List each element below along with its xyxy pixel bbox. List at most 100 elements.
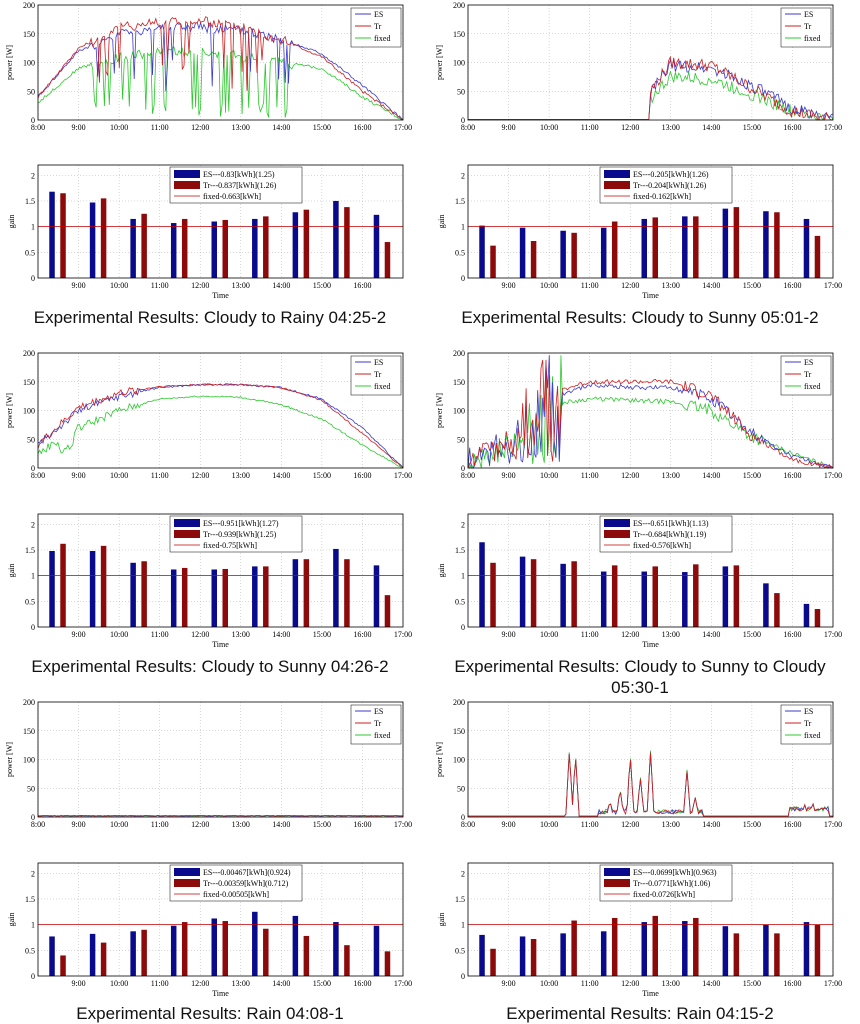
bar-tr [530,939,537,976]
y-tick-label: 50 [27,784,35,793]
plot-frame [467,513,834,628]
bar-tr [303,935,310,976]
x-tick-label: 14:00 [272,281,290,290]
series-line-es [37,383,404,469]
y-tick-label: 1.5 [455,197,465,206]
bar-es [130,931,136,976]
bar-es [252,218,258,278]
x-tick-label: 9:00 [71,820,85,829]
power-chart-svg: 8:00 9:00 10:00 11:00 12:00 13:00 14:00 15:00 16… [5,1,412,132]
legend-swatch [174,868,200,876]
x-tick-label: 17:00 [394,123,412,132]
y-tick-label: 200 [23,1,35,10]
x-tick-label: 11:00 [151,281,169,290]
bar-tr [733,207,740,278]
x-tick-label: 13:00 [662,123,680,132]
bar-tr [303,209,310,278]
bar-tr [814,609,821,627]
plot-frame [37,164,404,279]
x-tick-label: 15:00 [743,471,761,480]
x-tick-label: 12:00 [621,630,639,639]
bar-es [519,936,526,976]
bar-tr [611,221,618,278]
power-chart-cloudy-sunny-0426: 8:00 9:00 10:00 11:00 12:00 13:00 14:00 15:00 16… [0,348,420,483]
bar-tr [611,917,618,976]
bar-tr [181,922,188,976]
x-tick-label: 9:00 [501,123,515,132]
x-tick-label: 11:00 [151,471,169,480]
bar-es [519,227,526,278]
series-line-tr [37,383,404,468]
y-tick-label: 150 [23,727,35,736]
bar-tr [141,213,147,278]
x-tick-label: 8:00 [31,123,45,132]
bar-es [211,221,217,278]
legend-label: ES [804,358,813,367]
x-axis-label: Time [212,291,229,300]
y-tick-label: 0 [31,274,35,283]
bar-tr [530,241,537,278]
legend-label: fixed-0.576[kWh] [633,541,691,550]
x-tick-label: 12:00 [191,471,209,480]
power-chart-cloudy-sunny-0501: 8:00 9:00 10:00 11:00 12:00 13:00 14:00 15:00 16… [430,0,850,135]
plot-frame [467,862,834,977]
y-tick-label: 150 [453,30,465,39]
x-tick-label: 13:00 [232,281,250,290]
bar-es [641,571,647,627]
bar-tr [344,945,350,976]
y-axis-label: gain [7,564,16,578]
x-tick-label: 15:00 [313,820,331,829]
bar-tr [263,216,269,278]
y-tick-label: 100 [453,59,465,68]
power-chart-svg: 8:00 9:00 10:00 11:00 12:00 13:00 14:00 15:00 16… [5,698,412,829]
bar-es [292,559,299,627]
series-line-tr [37,814,404,817]
bar-tr [693,216,699,278]
legend-label: Tr---0.0771[kWh](1.06) [633,879,711,888]
y-tick-label: 1.5 [25,895,35,904]
y-tick-label: 1.5 [25,197,35,206]
legend: ES---0.205[kWh](1.26) Tr---0.204[kWh](1.2… [599,166,733,204]
y-tick-label: 0 [461,623,465,632]
legend-label: ES---0.83[kWh](1.25) [203,170,275,179]
legend-label: Tr---0.837[kWh](1.26) [203,181,277,190]
bar-es [722,208,729,278]
bar-es [373,565,380,627]
y-tick-label: 50 [27,87,35,96]
bar-tr [181,567,188,627]
plot-frame [37,701,404,818]
y-tick-label: 1 [31,223,35,232]
legend-label: fixed-0.75[kWh] [203,541,257,550]
legend-swatch [604,879,630,887]
bar-tr [814,235,821,278]
bar-tr [181,218,188,278]
bar-tr [490,562,496,627]
x-axis-label: Time [642,291,659,300]
legend: ES Tr fixed [350,7,402,48]
y-axis-label: power [W] [5,393,14,428]
x-tick-label: 12:00 [191,123,209,132]
x-tick-label: 13:00 [662,979,680,988]
x-axis-label: Time [642,640,659,649]
y-axis-label: gain [7,913,16,927]
bar-tr [263,928,269,976]
x-tick-label: 8:00 [461,123,475,132]
x-tick-label: 17:00 [824,820,842,829]
bar-tr [733,933,740,976]
legend-swatch [174,181,200,189]
y-tick-label: 100 [23,59,35,68]
x-tick-label: 16:00 [353,630,371,639]
bar-tr [652,566,658,627]
x-tick-label: 12:00 [191,979,209,988]
x-tick-label: 15:00 [313,123,331,132]
y-tick-label: 0 [461,972,465,981]
bar-es [763,583,769,627]
legend-swatch [604,530,630,538]
y-tick-label: 50 [457,784,465,793]
legend-label: fixed-0.0726[kWh] [633,890,695,899]
bar-es [130,218,136,278]
bar-es [641,922,647,976]
gain-chart-rain-0408: 9:00 10:00 11:00 12:00 13:00 14:00 15:00 16:00 1… [0,858,420,1003]
y-tick-label: 2 [461,520,465,529]
bar-es [519,556,526,627]
